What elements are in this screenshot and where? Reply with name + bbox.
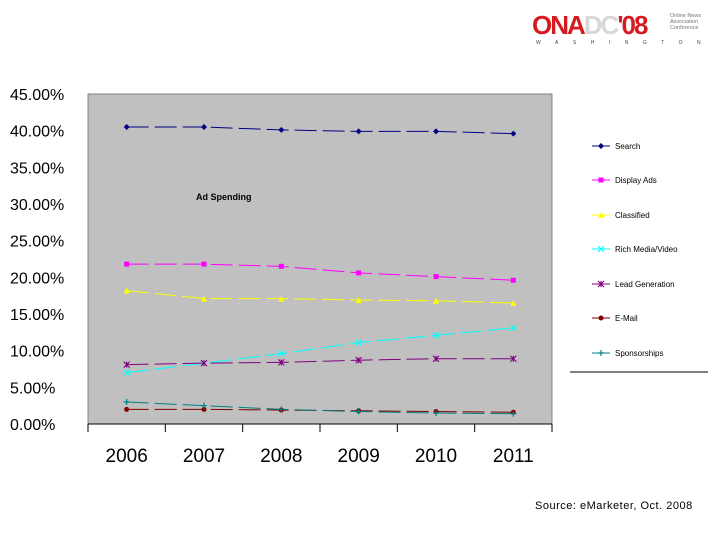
y-tick-label: 20.00% bbox=[10, 270, 64, 287]
legend-item: Display Ads bbox=[592, 176, 657, 185]
series-line bbox=[126, 263, 514, 281]
data-point bbox=[200, 359, 208, 367]
y-tick-label: 35.00% bbox=[10, 160, 64, 177]
data-point bbox=[355, 128, 362, 135]
data-point bbox=[278, 126, 285, 133]
logo-subtitle: Online News Association Conference bbox=[670, 13, 702, 31]
logo-city: WASHINGTON bbox=[536, 40, 716, 46]
data-point bbox=[510, 410, 517, 417]
x-tick-label: 2009 bbox=[338, 446, 380, 467]
data-point bbox=[124, 406, 130, 412]
series-search bbox=[123, 124, 517, 137]
series-line bbox=[126, 290, 514, 304]
x-tick-label: 2007 bbox=[183, 446, 225, 467]
y-tick-label: 45.00% bbox=[10, 87, 64, 104]
data-point bbox=[278, 406, 285, 413]
legend-item: E-Mail bbox=[592, 314, 638, 323]
source-note: Source: eMarketer, Oct. 2008 bbox=[535, 500, 693, 512]
series-sponsorships bbox=[123, 399, 517, 417]
data-point bbox=[355, 339, 363, 347]
legend-label: Display Ads bbox=[615, 176, 657, 185]
legend-label: Lead Generation bbox=[615, 280, 675, 289]
data-point bbox=[598, 177, 604, 183]
data-point bbox=[124, 261, 130, 267]
data-point bbox=[509, 355, 517, 363]
y-tick-label: 30.00% bbox=[10, 197, 64, 214]
data-point bbox=[433, 297, 439, 304]
series-line bbox=[126, 408, 514, 413]
y-tick-label: 0.00% bbox=[10, 417, 55, 434]
legend-item: Search bbox=[592, 142, 640, 151]
data-point bbox=[201, 406, 207, 412]
y-tick-label: 10.00% bbox=[10, 344, 64, 361]
y-tick-label: 15.00% bbox=[10, 307, 64, 324]
x-tick-label: 2008 bbox=[260, 446, 302, 467]
data-point bbox=[598, 143, 604, 149]
data-point bbox=[597, 245, 605, 253]
legend-label: Classified bbox=[615, 211, 650, 220]
chart-title: Ad Spending bbox=[196, 192, 252, 202]
data-point bbox=[598, 350, 604, 356]
x-tick-label: 2010 bbox=[415, 446, 457, 467]
data-point bbox=[432, 331, 440, 339]
series-layer bbox=[123, 124, 517, 417]
data-point bbox=[433, 274, 439, 280]
series-line bbox=[126, 126, 514, 135]
data-point bbox=[510, 277, 516, 283]
y-tick-label: 5.00% bbox=[10, 380, 55, 397]
legend-label: Search bbox=[615, 142, 640, 151]
data-point bbox=[201, 261, 207, 267]
data-point bbox=[598, 315, 604, 321]
legend-layer: Search Display Ads Classified Rich Media/Vi… bbox=[570, 142, 708, 373]
legend-item: Classified bbox=[592, 211, 650, 220]
data-point bbox=[355, 408, 362, 415]
data-point bbox=[598, 212, 604, 218]
data-point bbox=[509, 324, 517, 332]
legend-label: Rich Media/Video bbox=[615, 245, 678, 254]
data-point bbox=[277, 359, 285, 366]
data-point bbox=[123, 361, 131, 368]
y-tick-label: 25.00% bbox=[10, 234, 64, 251]
series-line bbox=[126, 327, 514, 374]
data-point bbox=[510, 130, 517, 137]
legend-item: Rich Media/Video bbox=[592, 245, 678, 254]
legend-label: E-Mail bbox=[615, 314, 638, 323]
logo-wordmark: ONADC'08 bbox=[532, 10, 648, 40]
data-point bbox=[123, 369, 131, 377]
series-line bbox=[126, 358, 514, 366]
series-lead-generation bbox=[123, 355, 517, 368]
data-point bbox=[355, 356, 363, 364]
data-point bbox=[510, 300, 517, 306]
plot-area bbox=[87, 93, 553, 425]
data-point bbox=[201, 295, 207, 302]
data-point bbox=[278, 295, 285, 302]
x-tick-label: 2011 bbox=[493, 446, 534, 467]
data-point bbox=[355, 297, 362, 304]
data-point bbox=[278, 263, 284, 269]
data-point bbox=[123, 124, 130, 130]
data-point bbox=[277, 350, 285, 358]
axes-layer: 0.00% 5.00% 10.00% 15.00% 20.00% 25.00% 30.00%… bbox=[10, 87, 553, 467]
series-line bbox=[126, 401, 514, 415]
data-point bbox=[201, 124, 207, 130]
series-display-ads bbox=[124, 261, 516, 283]
data-point bbox=[433, 128, 439, 135]
legend-item: Lead Generation bbox=[592, 280, 675, 289]
legend-label: Sponsorships bbox=[615, 349, 663, 358]
legend-item: Sponsorships bbox=[592, 349, 663, 358]
data-point bbox=[432, 355, 440, 363]
data-point bbox=[433, 410, 439, 416]
y-tick-label: 40.00% bbox=[10, 124, 64, 141]
ona-logo: ONADC'08 Online News Association Confere… bbox=[532, 8, 712, 48]
data-point bbox=[356, 270, 362, 276]
data-point bbox=[123, 399, 130, 405]
x-tick-label: 2006 bbox=[106, 446, 148, 467]
series-classified bbox=[123, 287, 517, 306]
data-point bbox=[123, 287, 130, 294]
data-point bbox=[201, 402, 207, 409]
data-point bbox=[597, 280, 605, 288]
